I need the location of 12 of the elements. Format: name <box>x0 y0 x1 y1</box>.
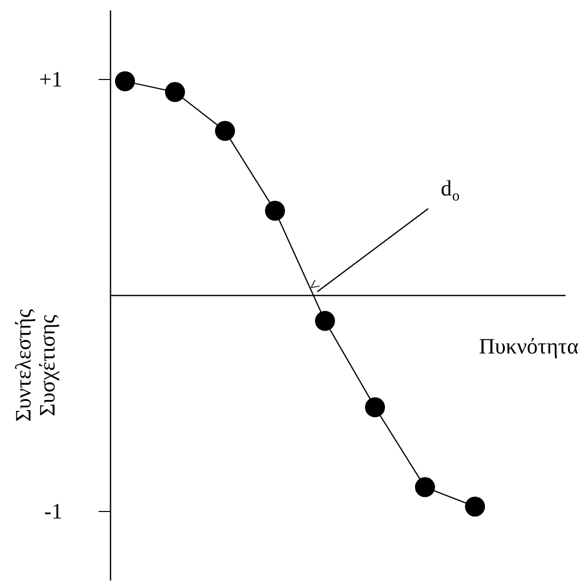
point <box>215 120 235 141</box>
point <box>315 310 335 331</box>
x-axis-title: Πυκνότητα <box>478 334 579 358</box>
point <box>465 496 485 517</box>
point <box>165 82 185 102</box>
point <box>265 200 285 221</box>
y-axis-title: Συντελεστής Συσχέτισης <box>10 308 60 422</box>
y-tick-label: +1 <box>39 66 62 92</box>
point <box>365 397 385 418</box>
point <box>115 71 135 92</box>
point <box>415 477 435 498</box>
y-tick-label: -1 <box>44 498 62 524</box>
